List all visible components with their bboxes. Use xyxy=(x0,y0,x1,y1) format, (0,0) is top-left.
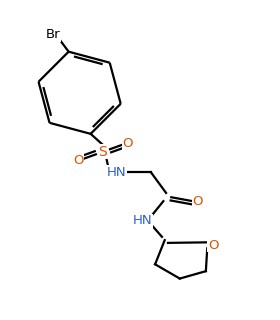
Text: O: O xyxy=(73,154,83,166)
Text: O: O xyxy=(122,137,133,150)
Text: S: S xyxy=(99,145,107,159)
Text: HN: HN xyxy=(107,166,127,179)
Text: Br: Br xyxy=(46,28,61,41)
Text: HN: HN xyxy=(133,214,153,228)
Text: O: O xyxy=(192,195,203,208)
Text: O: O xyxy=(208,239,218,252)
